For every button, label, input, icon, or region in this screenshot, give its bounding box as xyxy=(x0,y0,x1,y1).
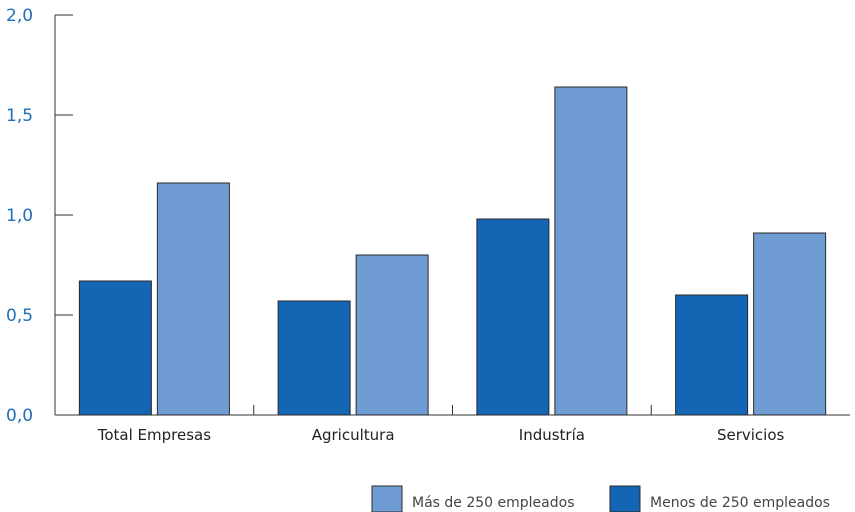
bar-mas-250-1 xyxy=(355,254,429,416)
bar-menos-250-1 xyxy=(277,300,351,416)
bar-mas-250-2 xyxy=(554,86,628,416)
x-tick-label: Servicios xyxy=(717,426,785,444)
bar-mas-250-0 xyxy=(156,182,230,416)
x-tick-label: Industría xyxy=(519,426,585,444)
legend-label: Más de 250 empleados xyxy=(412,495,575,511)
legend-swatch xyxy=(371,485,403,512)
y-axis: 0,0 0,5 1,0 1,5 2,0 xyxy=(6,6,73,426)
bar-menos-250-3 xyxy=(675,294,749,416)
bar-mas-250-3 xyxy=(753,232,827,416)
x-tick-label: Agricultura xyxy=(312,426,395,444)
y-tick-label: 0,0 xyxy=(6,406,33,426)
y-tick-label: 0,5 xyxy=(6,306,33,326)
y-tick-label: 2,0 xyxy=(6,6,33,26)
legend-swatch xyxy=(609,485,641,512)
legend: Más de 250 empleados Menos de 250 emplead… xyxy=(371,485,830,512)
bars xyxy=(78,86,827,416)
bar-menos-250-2 xyxy=(476,218,550,416)
y-tick-label: 1,0 xyxy=(6,206,33,226)
y-tick-label: 1,5 xyxy=(6,106,33,126)
x-tick-label: Total Empresas xyxy=(97,426,211,444)
bar-menos-250-0 xyxy=(78,280,152,416)
legend-label: Menos de 250 empleados xyxy=(650,495,830,511)
